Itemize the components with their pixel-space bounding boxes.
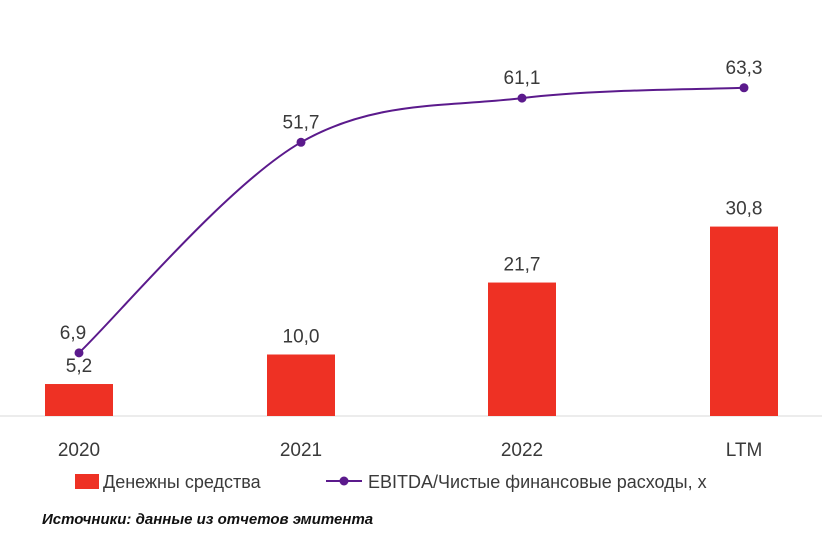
bar-series — [45, 226, 778, 416]
bar — [710, 226, 778, 416]
bar-data-label: 10,0 — [283, 327, 320, 348]
bar — [267, 354, 335, 416]
legend-label-line: EBITDA/Чистые финансовые расходы, x — [368, 472, 707, 492]
bar-data-label: 5,2 — [66, 356, 92, 377]
bar-data-label: 30,8 — [726, 199, 763, 220]
line-point — [517, 93, 527, 103]
bar-data-labels: 5,2 10,0 21,7 30,8 — [66, 199, 763, 377]
legend-label-bar: Денежны средства — [103, 472, 262, 492]
x-tick-label: 2022 — [501, 440, 543, 461]
x-tick-label: 2021 — [280, 440, 322, 461]
x-tick-label: 2020 — [58, 440, 100, 461]
x-tick-label: LTM — [726, 440, 763, 461]
bar — [45, 384, 113, 416]
line-data-label: 63,3 — [726, 58, 763, 79]
legend-swatch-bar — [75, 474, 99, 489]
line-data-labels: 6,9 51,7 61,1 63,3 — [60, 58, 763, 344]
line-series-path — [78, 86, 745, 354]
line-point — [739, 83, 749, 93]
source-note: Источники: данные из отчетов эмитента — [42, 511, 374, 528]
line-point — [74, 348, 84, 358]
line-point — [296, 137, 306, 147]
bar-data-label: 21,7 — [504, 255, 541, 276]
line-data-label: 61,1 — [504, 68, 541, 89]
line-data-label: 6,9 — [60, 323, 86, 344]
bar — [488, 282, 556, 416]
legend: Денежны средства EBITDA/Чистые финансовы… — [75, 472, 707, 492]
legend-swatch-marker — [339, 476, 349, 486]
x-axis-tick-labels: 2020 2021 2022 LTM — [58, 440, 762, 461]
line-series-points — [74, 83, 749, 358]
line-data-label: 51,7 — [283, 112, 320, 133]
